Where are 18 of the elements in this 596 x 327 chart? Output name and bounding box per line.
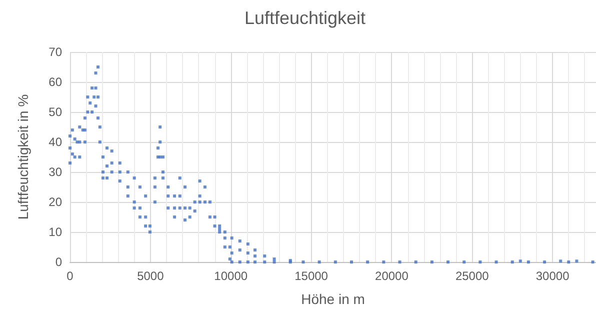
x-tick-label: 0 bbox=[66, 269, 74, 283]
x-tick-label: 5000 bbox=[137, 269, 164, 283]
y-tick-label: 50 bbox=[48, 105, 62, 119]
x-tick-label: 30000 bbox=[536, 269, 570, 283]
y-tick-label: 40 bbox=[48, 135, 62, 149]
y-tick-label: 30 bbox=[48, 165, 62, 179]
x-axis-title: Höhe in m bbox=[301, 291, 365, 307]
chart-title: Luftfeuchtigkeit bbox=[244, 8, 366, 28]
y-tick-label: 70 bbox=[48, 45, 62, 59]
x-tick-label: 25000 bbox=[455, 269, 490, 283]
y-tick-label: 60 bbox=[48, 75, 62, 89]
x-tick-label: 20000 bbox=[375, 269, 409, 283]
y-tick-label: 0 bbox=[55, 255, 62, 269]
x-tick-label: 15000 bbox=[294, 269, 328, 283]
x-tick-label: 10000 bbox=[214, 269, 248, 283]
y-axis-title: Luftfeuchtigkeit in % bbox=[15, 94, 31, 220]
y-tick-label: 10 bbox=[48, 225, 62, 239]
y-tick-label: 20 bbox=[48, 195, 62, 209]
